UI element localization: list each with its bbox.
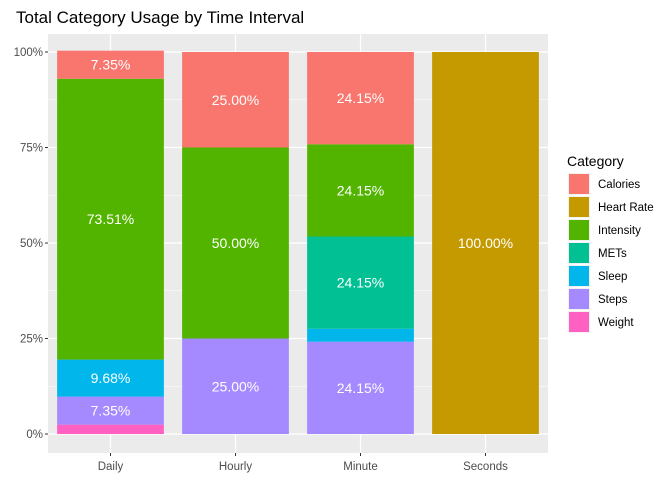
- x-tick-label: Daily: [98, 461, 124, 473]
- legend-label: Intensity: [598, 225, 641, 237]
- segment-data-label: 25.00%: [212, 378, 259, 394]
- y-tick-label: 50%: [20, 238, 43, 250]
- bar-segment-calories: [307, 52, 414, 145]
- bar-segment-intensity: [182, 147, 289, 339]
- bars: [57, 50, 539, 434]
- segment-data-label: 7.35%: [91, 403, 131, 419]
- legend-label: Steps: [598, 294, 628, 306]
- segment-data-label: 9.68%: [91, 370, 131, 386]
- bar-segment-sleep: [57, 359, 164, 397]
- bar-segment-calories: [182, 52, 289, 148]
- legend-title: Category: [567, 153, 624, 169]
- bar-segment-steps: [307, 341, 414, 434]
- bar-segment-steps: [182, 338, 289, 434]
- chart-title: Total Category Usage by Time Interval: [16, 8, 304, 27]
- legend-label: METs: [598, 248, 627, 260]
- legend-swatch: [569, 197, 589, 217]
- segment-data-label: 24.15%: [337, 380, 384, 396]
- legend: Category Calories Heart Rate Intensity METs…: [567, 153, 654, 333]
- segment-data-label: 50.00%: [212, 235, 259, 251]
- legend-swatch: [569, 220, 589, 240]
- legend-swatch: [569, 174, 589, 194]
- y-tick-label: 25%: [20, 334, 43, 346]
- y-tick-label: 0%: [26, 429, 43, 441]
- x-axis: Daily Hourly Minute Seconds: [98, 453, 508, 473]
- legend-label: Heart Rate: [598, 202, 654, 214]
- legend-swatch: [569, 312, 589, 332]
- legend-label: Weight: [598, 317, 634, 329]
- bar-segment-intensity: [57, 78, 164, 360]
- y-tick-label: 75%: [20, 143, 43, 155]
- x-tick-label: Hourly: [219, 461, 252, 473]
- segment-data-label: 73.51%: [87, 211, 134, 227]
- y-axis: 0% 25% 50% 75% 100%: [14, 47, 48, 441]
- segment-data-label: 24.15%: [337, 275, 384, 291]
- segment-data-label: 24.15%: [337, 90, 384, 106]
- legend-swatch: [569, 266, 589, 286]
- segment-data-label: 25.00%: [212, 92, 259, 108]
- segment-data-label: 7.35%: [91, 57, 131, 73]
- x-tick-label: Seconds: [463, 461, 508, 473]
- bar-segment-steps: [57, 396, 164, 425]
- legend-swatch: [569, 289, 589, 309]
- y-tick-label: 100%: [14, 47, 43, 59]
- bar-segment-intensity: [307, 144, 414, 237]
- segment-labels: 7.35% 9.68% 73.51% 7.35% 25.00% 50.00% 25.00% 2…: [87, 57, 513, 419]
- bar-segment-mets: [307, 236, 414, 329]
- segment-data-label: 100.00%: [458, 235, 513, 251]
- segment-data-label: 24.15%: [337, 182, 384, 198]
- legend-label: Calories: [598, 179, 640, 191]
- legend-label: Sleep: [598, 271, 627, 283]
- x-tick-label: Minute: [343, 461, 378, 473]
- legend-swatch: [569, 243, 589, 263]
- bar-segment-weight: [57, 424, 164, 434]
- bar-segment-heart-rate: [432, 52, 539, 434]
- bar-segment-sleep: [307, 328, 414, 342]
- bar-segment-calories: [57, 50, 164, 79]
